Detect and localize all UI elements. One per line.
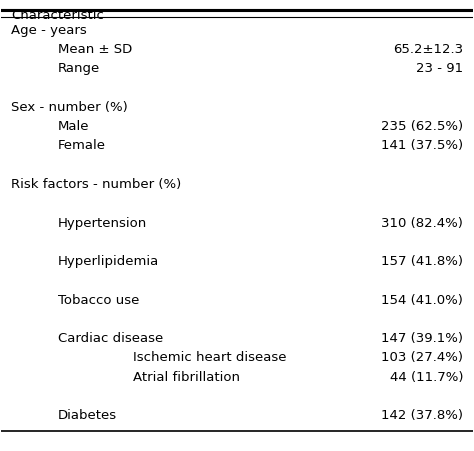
- Text: 141 (37.5%): 141 (37.5%): [381, 139, 463, 152]
- Text: Range: Range: [58, 62, 100, 75]
- Text: 310 (82.4%): 310 (82.4%): [381, 216, 463, 230]
- Text: Diabetes: Diabetes: [58, 409, 117, 422]
- Text: Tobacco use: Tobacco use: [58, 294, 139, 307]
- Text: Cardiac disease: Cardiac disease: [58, 332, 163, 345]
- Text: 44 (11.7%): 44 (11.7%): [390, 371, 463, 384]
- Text: 154 (41.0%): 154 (41.0%): [381, 294, 463, 307]
- Text: Risk factors - number (%): Risk factors - number (%): [11, 178, 181, 191]
- Text: 147 (39.1%): 147 (39.1%): [381, 332, 463, 345]
- Text: Male: Male: [58, 120, 90, 133]
- Text: 23 - 91: 23 - 91: [416, 62, 463, 75]
- Text: Hypertension: Hypertension: [58, 216, 147, 230]
- Text: Atrial fibrillation: Atrial fibrillation: [133, 371, 240, 384]
- Text: Sex - number (%): Sex - number (%): [11, 101, 128, 114]
- Text: Mean ± SD: Mean ± SD: [58, 43, 132, 56]
- Text: Hyperlipidemia: Hyperlipidemia: [58, 255, 159, 268]
- Text: Characteristic: Characteristic: [11, 9, 104, 22]
- Text: 103 (27.4%): 103 (27.4%): [381, 351, 463, 364]
- Text: Age - years: Age - years: [11, 24, 87, 37]
- Text: 235 (62.5%): 235 (62.5%): [381, 120, 463, 133]
- Text: 65.2±12.3: 65.2±12.3: [393, 43, 463, 56]
- Text: Female: Female: [58, 139, 106, 152]
- Text: Ischemic heart disease: Ischemic heart disease: [133, 351, 287, 364]
- Text: 157 (41.8%): 157 (41.8%): [381, 255, 463, 268]
- Text: 142 (37.8%): 142 (37.8%): [381, 409, 463, 422]
